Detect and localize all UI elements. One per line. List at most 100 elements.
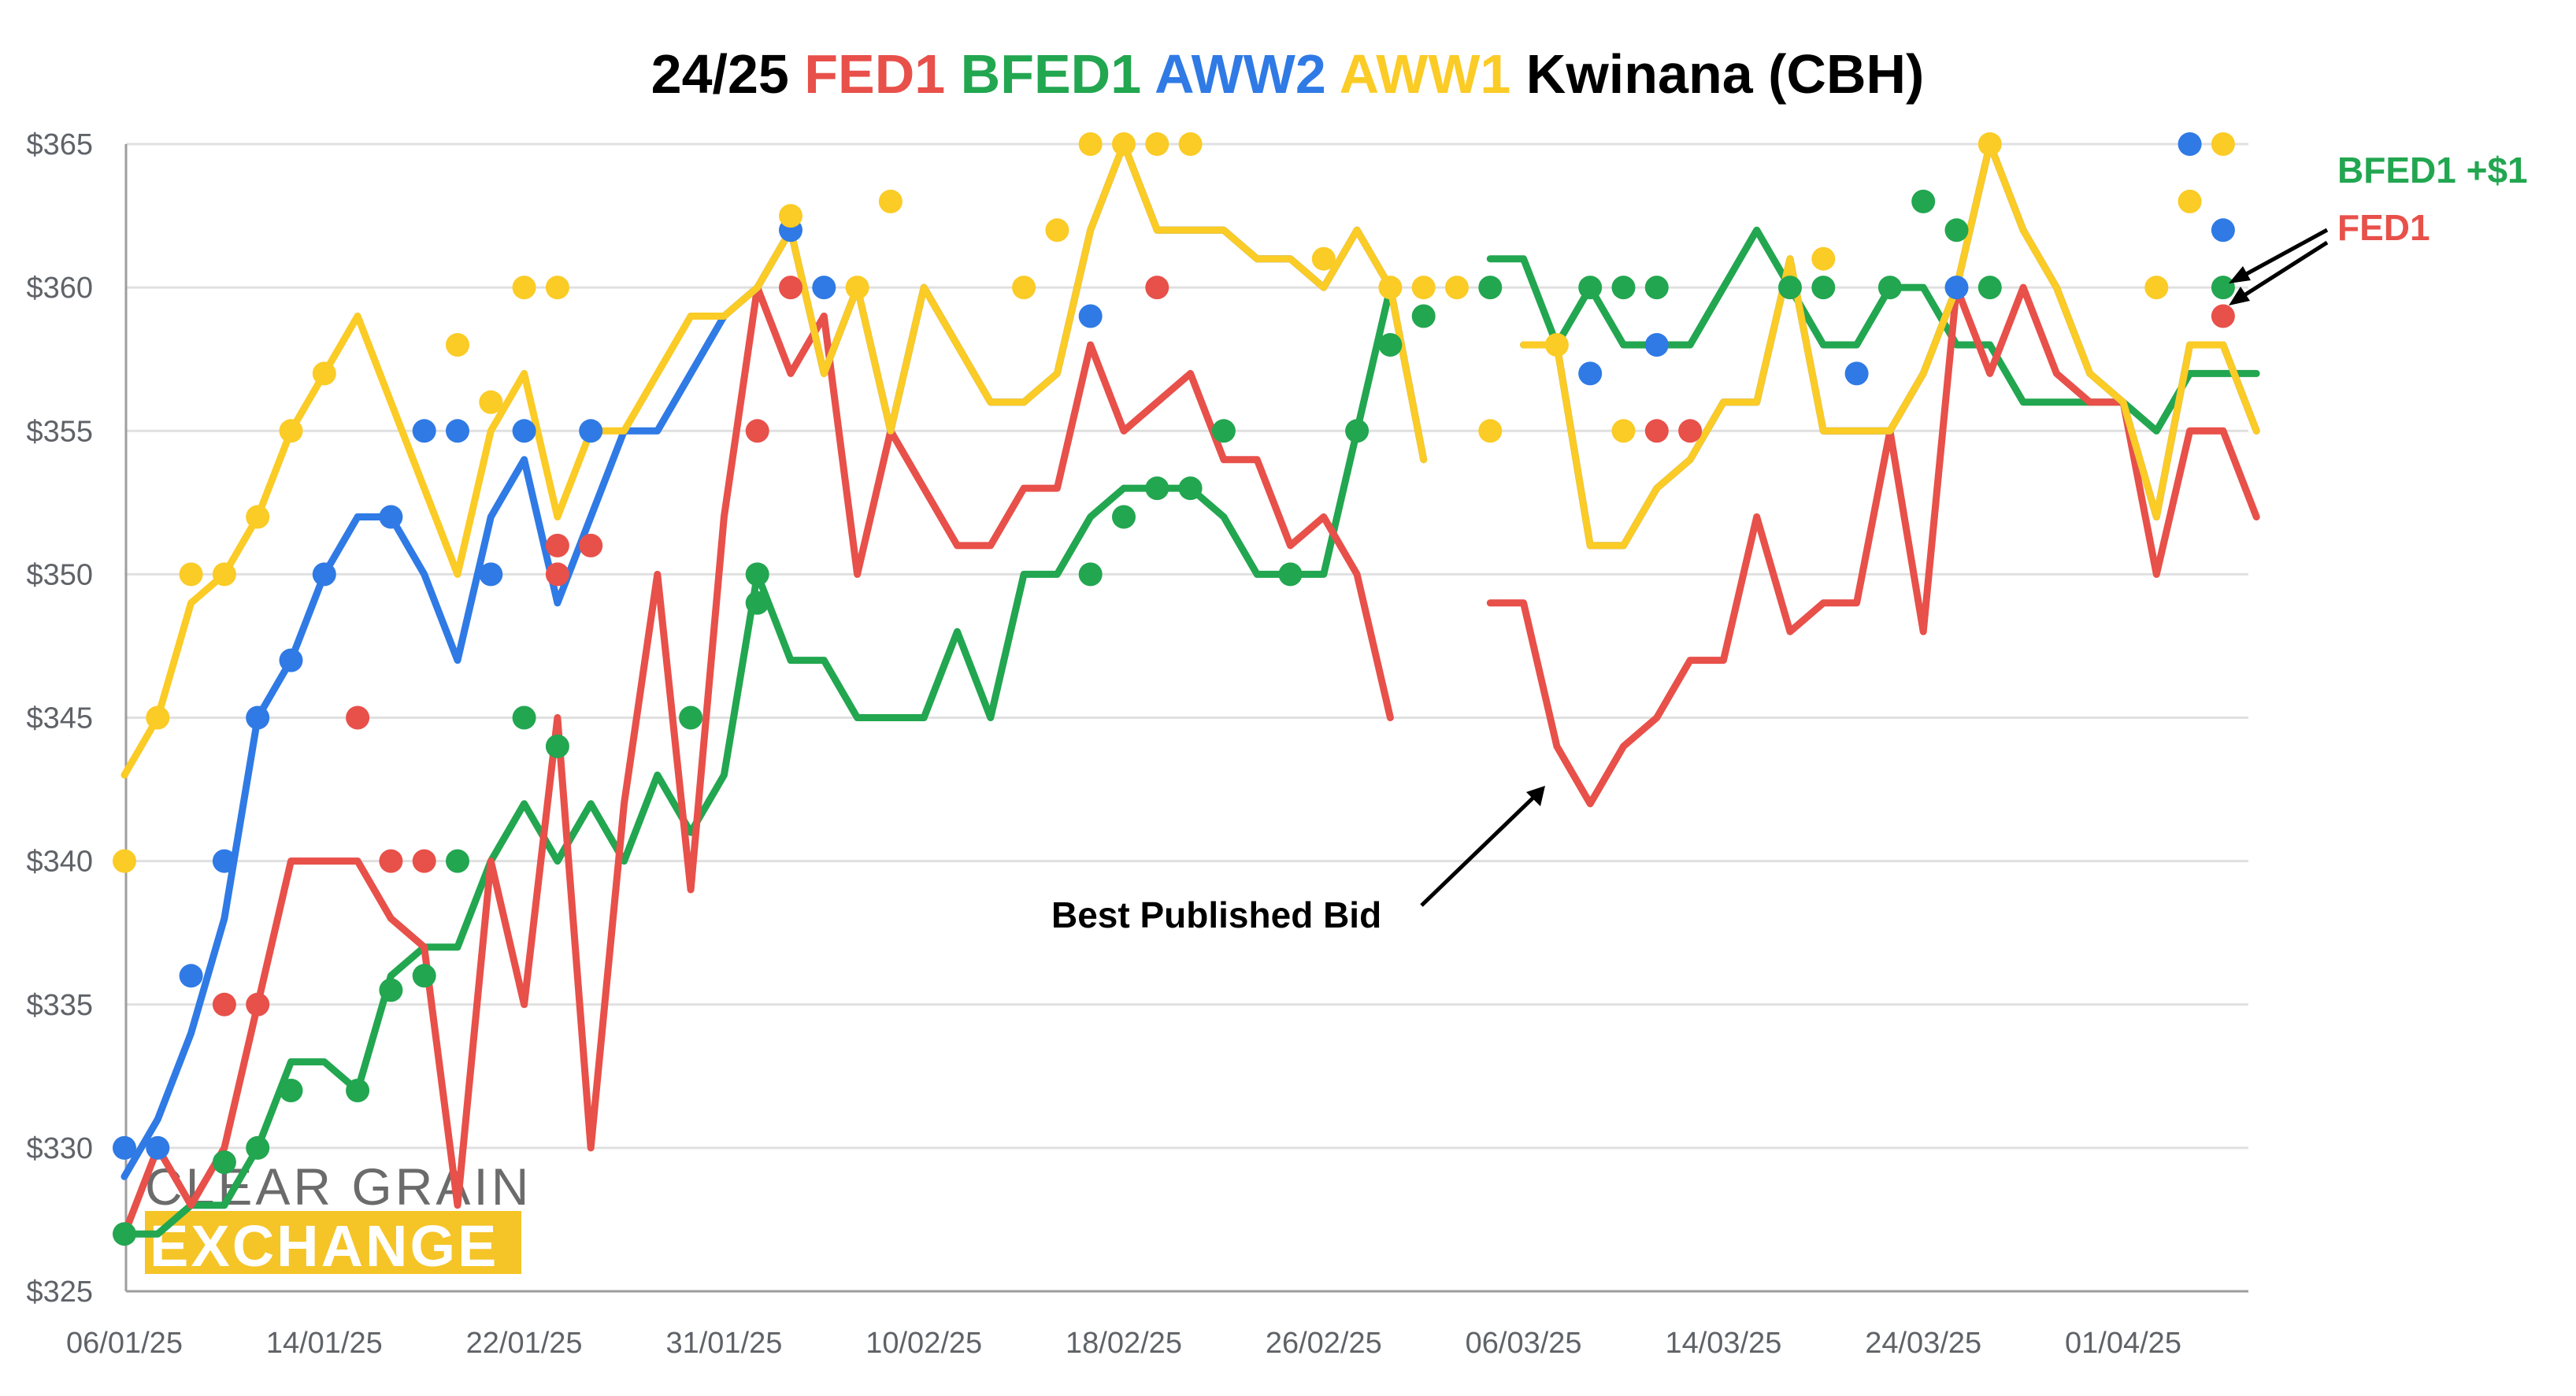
point-fed1 — [1644, 419, 1669, 443]
point-aww2 — [212, 849, 236, 873]
point-aww1 — [2144, 276, 2169, 300]
x-tick-label: 06/03/25 — [1466, 1327, 1582, 1360]
point-aww2 — [446, 419, 469, 443]
point-bfed1 — [1345, 419, 1370, 443]
point-aww2 — [1944, 276, 1969, 300]
y-tick-label: $330 — [26, 1132, 93, 1165]
x-tick-label: 24/03/25 — [1865, 1327, 1981, 1360]
point-aww2 — [479, 562, 503, 587]
point-bfed1 — [1644, 276, 1669, 300]
point-aww2 — [412, 419, 436, 443]
point-bfed1 — [2211, 276, 2235, 300]
point-aww1 — [1012, 276, 1036, 300]
point-aww2 — [512, 419, 536, 443]
y-tick-label: $355 — [26, 415, 93, 448]
point-aww1 — [1478, 419, 1503, 443]
point-bfed1 — [1944, 218, 1969, 243]
point-bfed1 — [212, 1150, 236, 1175]
x-tick-label: 18/02/25 — [1066, 1327, 1182, 1360]
point-aww1 — [545, 276, 569, 300]
point-fed1 — [379, 849, 403, 873]
point-aww1 — [1977, 132, 2002, 156]
point-bfed1 — [113, 1222, 136, 1246]
point-bfed1 — [412, 964, 436, 988]
x-tick-label: 01/04/25 — [2065, 1327, 2181, 1360]
point-aww2 — [1078, 304, 1103, 328]
series-line-bfed1 — [1486, 226, 2260, 435]
title-part: 24/25 — [651, 43, 789, 105]
annotations: BFED1 +$1 FED1 Best Published Bid — [1051, 150, 2528, 935]
title-part: AWW1 — [1326, 43, 1511, 105]
point-aww1 — [1378, 276, 1403, 300]
point-aww2 — [1578, 361, 1603, 386]
point-aww1 — [246, 505, 270, 529]
y-tick-label: $365 — [26, 128, 93, 161]
point-fed1 — [545, 562, 569, 587]
point-aww2 — [113, 1135, 136, 1160]
point-aww1 — [113, 849, 136, 873]
y-tick-label: $325 — [26, 1276, 93, 1309]
series-line-aww1 — [120, 140, 1428, 779]
point-aww1 — [1811, 246, 1836, 271]
point-fed1 — [246, 992, 270, 1016]
clear-grain-exchange-logo: CLEAR GRAIN EXCHANGE — [145, 1157, 528, 1279]
point-bfed1 — [246, 1135, 270, 1160]
point-aww1 — [2178, 189, 2202, 213]
series-points — [113, 132, 2235, 1246]
point-aww2 — [1644, 333, 1669, 357]
point-bfed1 — [512, 705, 536, 730]
point-fed1 — [346, 705, 370, 730]
x-axis: 06/01/25 14/01/25 22/01/25 31/01/25 10/02/25… — [66, 1327, 2181, 1360]
point-aww1 — [1078, 132, 1103, 156]
point-bfed1 — [745, 562, 769, 587]
point-fed1 — [1145, 276, 1169, 300]
x-tick-label: 06/01/25 — [66, 1327, 183, 1360]
point-aww2 — [2211, 218, 2235, 243]
point-aww1 — [179, 562, 203, 587]
point-aww1 — [212, 562, 236, 587]
point-aww2 — [1844, 361, 1869, 386]
point-bfed1 — [1411, 304, 1436, 328]
bfed1-annotation: BFED1 +$1 — [2337, 150, 2528, 191]
point-bfed1 — [1378, 333, 1403, 357]
point-fed1 — [779, 276, 802, 300]
point-bfed1 — [446, 849, 469, 873]
arrow-to-best-bid — [1420, 786, 1545, 907]
logo-band — [145, 1211, 521, 1274]
point-aww1 — [446, 333, 469, 357]
arrow-to-bfed1 — [2229, 228, 2329, 283]
point-aww1 — [1178, 132, 1203, 156]
point-fed1 — [579, 533, 603, 557]
best-bid-annotation: Best Published Bid — [1051, 894, 1381, 935]
point-aww1 — [146, 705, 170, 730]
x-tick-label: 10/02/25 — [865, 1327, 982, 1360]
point-aww2 — [379, 505, 403, 529]
y-tick-label: $350 — [26, 558, 93, 591]
x-tick-label: 14/01/25 — [266, 1327, 383, 1360]
y-tick-label: $335 — [26, 989, 93, 1022]
point-aww1 — [1544, 333, 1569, 357]
point-aww1 — [878, 189, 903, 213]
y-tick-label: $360 — [26, 272, 93, 305]
point-aww1 — [1411, 276, 1436, 300]
point-aww1 — [2211, 132, 2235, 156]
title-part: Kwinana (CBH) — [1510, 43, 1924, 105]
point-aww1 — [512, 276, 536, 300]
point-bfed1 — [1078, 562, 1103, 587]
point-fed1 — [1678, 419, 1703, 443]
point-fed1 — [212, 992, 236, 1016]
point-aww1 — [1145, 132, 1169, 156]
title-part: AWW2 — [1141, 43, 1326, 105]
series-line-aww2 — [120, 140, 1428, 1180]
point-bfed1 — [1112, 505, 1136, 529]
y-tick-label: $340 — [26, 846, 93, 879]
y-tick-label: $345 — [26, 702, 93, 735]
point-bfed1 — [1145, 476, 1169, 501]
y-axis: $325 $330 $335 $340 $345 $350 $355 $360 $365 — [26, 128, 93, 1309]
logo-line2: EXCHANGE — [150, 1213, 499, 1279]
point-bfed1 — [1611, 276, 1636, 300]
point-bfed1 — [1478, 276, 1503, 300]
point-aww2 — [279, 648, 303, 672]
point-fed1 — [412, 849, 436, 873]
point-bfed1 — [1811, 276, 1836, 300]
